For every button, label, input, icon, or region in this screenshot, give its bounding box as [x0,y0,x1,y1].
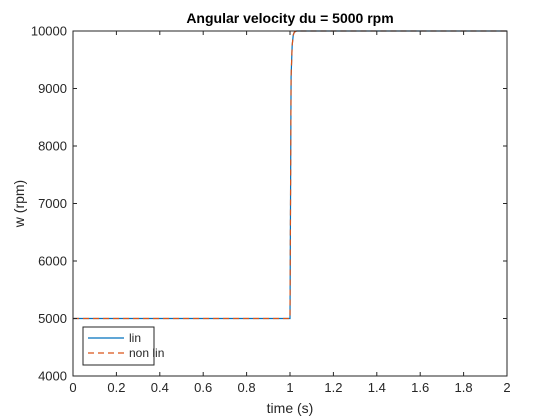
y-axis-title: w (rpm) [11,180,27,228]
y-tick-label: 10000 [31,24,67,39]
x-tick-label: 0.4 [151,380,169,395]
y-tick-label: 9000 [38,81,67,96]
y-tick-label: 4000 [38,369,67,384]
y-tick-label: 6000 [38,254,67,269]
legend-label: lin [129,331,141,345]
x-axis-title: time (s) [267,400,314,416]
x-tick-label: 1.2 [324,380,342,395]
x-tick-label: 1 [286,380,293,395]
x-tick-label: 0.2 [107,380,125,395]
y-tick-label: 5000 [38,311,67,326]
y-tick-label: 8000 [38,139,67,154]
legend-box [82,326,155,366]
x-tick-label: 1.6 [411,380,429,395]
x-tick-label: 2 [503,380,510,395]
x-tick-label: 0 [69,380,76,395]
y-tick-label: 7000 [38,196,67,211]
x-tick-label: 1.8 [455,380,473,395]
x-tick-label: 0.8 [238,380,256,395]
legend-label: non lin [129,346,164,360]
x-tick-label: 1.4 [368,380,386,395]
ticks-layer: 0 0.2 0.4 0.6 0.8 1 1.2 1.4 1.6 1.8 2 4000 5000 6000 7… [31,24,511,396]
x-tick-label: 0.6 [194,380,212,395]
plot-frame [72,30,508,377]
chart-title: Angular velocity du = 5000 rpm [186,10,393,26]
